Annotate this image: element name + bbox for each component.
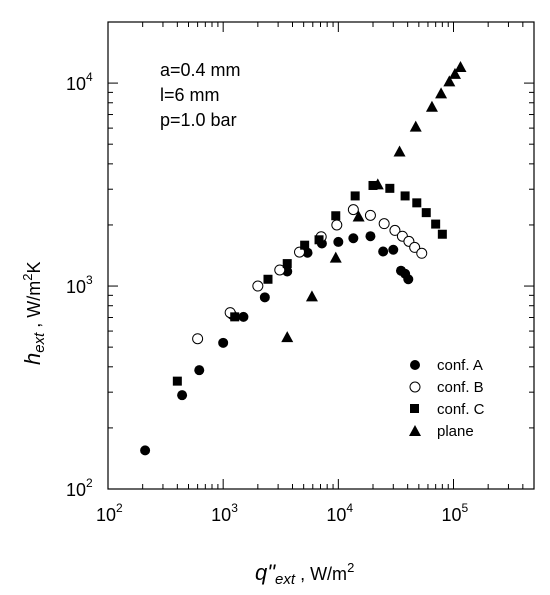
legend-marker-conf-b: [409, 381, 421, 393]
point-plane: [448, 67, 461, 79]
axis-ticks: [107, 21, 535, 490]
point-conf-c: [230, 312, 240, 322]
point-conf-a: [238, 311, 249, 322]
point-conf-c: [350, 191, 360, 201]
point-plane: [454, 61, 467, 73]
annotation-length: l=6 mm: [160, 85, 220, 105]
point-plane: [435, 87, 448, 99]
legend: conf. A conf. B conf. C plane: [409, 357, 485, 440]
point-conf-b: [416, 247, 428, 259]
point-conf-a: [388, 244, 399, 255]
point-conf-b: [378, 218, 390, 230]
point-conf-b: [364, 209, 376, 221]
point-conf-b: [347, 204, 359, 216]
y-tick-label: 104: [66, 70, 93, 94]
plot-frame: [107, 21, 535, 490]
point-conf-b: [252, 280, 264, 292]
x-tick-label: 105: [442, 501, 469, 525]
point-plane: [305, 290, 318, 302]
point-conf-a: [333, 236, 344, 247]
point-conf-c: [437, 229, 447, 239]
point-plane: [443, 75, 456, 87]
annotation-diameter: a=0.4 mm: [160, 60, 241, 80]
legend-label-conf-c: conf. C: [437, 401, 485, 418]
y-tick-label: 102: [66, 476, 93, 500]
x-tick-label: 103: [211, 501, 238, 525]
point-conf-c: [412, 198, 422, 208]
point-conf-c: [385, 183, 395, 193]
legend-label-conf-b: conf. B: [437, 379, 484, 396]
tick-labels: 102 103 104 105 102 103 104: [66, 70, 469, 525]
point-conf-b: [274, 264, 286, 276]
point-conf-a: [140, 445, 151, 456]
point-plane: [409, 120, 422, 132]
point-conf-c: [314, 235, 324, 245]
point-plane: [393, 145, 406, 157]
x-axis-title: q"ext , W/m2: [255, 560, 354, 588]
point-plane: [352, 210, 365, 222]
point-plane: [281, 331, 294, 343]
point-conf-c: [421, 208, 431, 218]
point-conf-a: [365, 231, 376, 242]
point-conf-a: [403, 274, 414, 285]
point-conf-a: [177, 390, 188, 401]
legend-marker-plane: [409, 425, 421, 436]
x-tick-label: 104: [326, 501, 353, 525]
annotation-pressure: p=1.0 bar: [160, 110, 237, 130]
point-plane: [371, 178, 384, 190]
point-conf-b: [409, 241, 421, 253]
point-conf-a: [259, 292, 270, 303]
point-conf-a: [378, 246, 389, 257]
point-plane: [425, 100, 438, 112]
legend-marker-conf-a: [410, 360, 420, 370]
point-conf-c: [331, 211, 341, 221]
point-conf-c: [172, 376, 182, 386]
point-plane: [329, 251, 342, 263]
point-conf-c: [431, 219, 441, 229]
y-axis-title: hext , W/m2K: [20, 261, 48, 365]
point-conf-a: [218, 337, 229, 348]
point-conf-a: [302, 247, 313, 258]
point-conf-a: [348, 233, 359, 244]
legend-marker-conf-c: [410, 404, 419, 413]
point-conf-c: [263, 274, 273, 284]
point-conf-c: [300, 240, 310, 250]
point-conf-c: [368, 180, 378, 190]
point-conf-c: [282, 259, 292, 269]
y-tick-label: 103: [66, 273, 93, 297]
point-conf-b: [192, 333, 204, 345]
x-tick-label: 102: [96, 501, 123, 525]
point-conf-a: [194, 365, 205, 376]
legend-label-conf-a: conf. A: [437, 357, 483, 374]
legend-label-plane: plane: [437, 423, 474, 440]
point-conf-b: [331, 219, 343, 231]
data-points: [140, 61, 467, 456]
point-conf-b: [389, 224, 401, 236]
point-conf-c: [400, 191, 410, 201]
